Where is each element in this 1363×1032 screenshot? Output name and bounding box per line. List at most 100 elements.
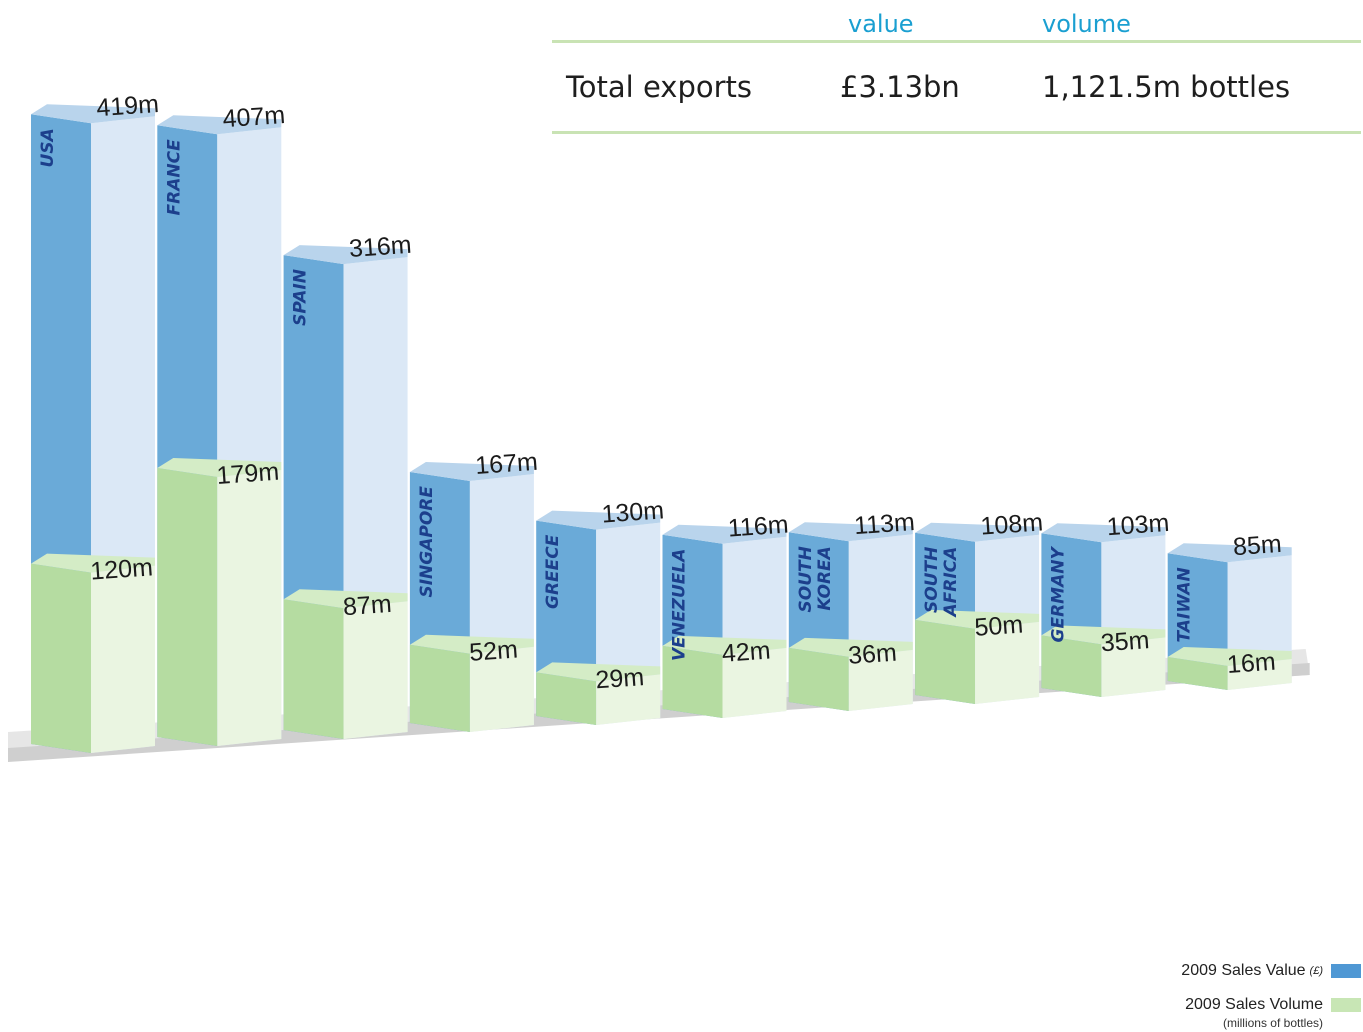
value-label-greece: 130m <box>601 496 665 528</box>
country-label-line: KOREA <box>815 546 835 610</box>
value-label-spain: 316m <box>348 231 412 263</box>
country-label-south-africa: SOUTHAFRICA <box>922 547 961 619</box>
totals-table: value volume Total exports £3.13bn 1,121… <box>552 0 1361 140</box>
volume-bar-usa-front <box>31 563 91 753</box>
volume-bar-germany <box>1041 625 1166 697</box>
country-label-venezuela: VENEZUELA <box>670 549 690 661</box>
volume-label-france: 179m <box>216 458 280 490</box>
value-bar-greece-top <box>536 510 661 530</box>
value-label-singapore: 167m <box>474 448 538 480</box>
country-label-line: SOUTH <box>796 546 816 612</box>
value-label-south-africa: 108m <box>980 508 1044 540</box>
total-exports-value: £3.13bn <box>840 70 960 104</box>
country-label-line: TAIWAN <box>1175 567 1195 642</box>
country-label-line: SINGAPORE <box>417 486 437 598</box>
value-bar-usa-top <box>31 104 155 124</box>
volume-label-venezuela: 42m <box>721 637 771 668</box>
value-bar-france-top <box>157 115 282 135</box>
volume-bar-south-africa-top <box>915 609 1040 629</box>
volume-label-greece: 29m <box>595 663 645 694</box>
value-label-taiwan: 85m <box>1232 530 1282 561</box>
country-label-line: GREECE <box>543 534 563 609</box>
volume-bar-singapore-front <box>409 644 470 732</box>
country-label-line: USA <box>38 128 58 167</box>
country-label-germany: GERMANY <box>1048 546 1068 643</box>
country-label-line: AFRICA <box>941 547 961 619</box>
legend-volume: 2009 Sales Volume <box>1185 996 1361 1014</box>
volume-bar-venezuela-top <box>662 635 787 655</box>
country-label-south-korea: SOUTHKOREA <box>796 546 835 612</box>
value-label-germany: 103m <box>1106 509 1170 541</box>
volume-bar-south-korea-top <box>788 637 913 657</box>
volume-bar-taiwan-front <box>1167 657 1228 690</box>
legend-volume-unit: (millions of bottles) <box>1222 1016 1323 1030</box>
legend-volume-label: 2009 Sales Volume <box>1185 996 1323 1013</box>
volume-bar-spain-side <box>343 601 408 739</box>
value-label-france: 407m <box>222 101 286 133</box>
legend-value: 2009 Sales Value (£) <box>1181 962 1361 980</box>
volume-bar-singapore-side <box>469 646 534 732</box>
volume-bar-spain-front <box>283 599 344 739</box>
volume-bar-germany-side <box>1101 637 1166 697</box>
total-exports-volume: 1,121.5m bottles <box>1042 70 1291 104</box>
country-label-greece: GREECE <box>543 534 563 609</box>
volume-label-germany: 35m <box>1100 626 1150 657</box>
volume-column-header: volume <box>1042 10 1131 38</box>
value-label-venezuela: 116m <box>727 510 789 542</box>
volume-bar-france-side <box>217 470 282 746</box>
volume-label-south-africa: 50m <box>974 611 1024 642</box>
country-label-singapore: SINGAPORE <box>417 486 437 598</box>
volume-bar-france <box>157 458 282 746</box>
country-label-usa: USA <box>38 128 58 167</box>
volume-bar-france-top <box>157 458 282 477</box>
volume-bar-spain-top <box>283 589 408 609</box>
value-bar-germany-top <box>1041 523 1166 543</box>
volume-bar-south-africa <box>915 609 1040 704</box>
volume-bar-greece <box>536 662 661 725</box>
volume-bar-venezuela <box>662 635 787 718</box>
value-bar-spain-top <box>283 245 408 265</box>
volume-bar-venezuela-front <box>662 645 723 718</box>
table-top-rule <box>552 40 1361 43</box>
volume-label-usa: 120m <box>89 553 153 585</box>
volume-bar-spain <box>283 589 408 739</box>
volume-bar-taiwan-top <box>1167 647 1292 666</box>
value-column-header: value <box>848 10 914 38</box>
volume-bar-venezuela-side <box>722 647 787 718</box>
legend-value-swatch <box>1331 964 1361 978</box>
volume-bar-singapore-top <box>409 634 534 654</box>
volume-bar-greece-front <box>536 672 597 725</box>
volume-bar-greece-side <box>596 674 661 725</box>
country-label-line: SPAIN <box>291 269 311 326</box>
country-label-line: FRANCE <box>164 139 184 216</box>
volume-bar-germany-top <box>1041 625 1166 645</box>
country-label-spain: SPAIN <box>291 269 311 326</box>
value-bar-singapore-top <box>409 462 534 481</box>
country-label-line: GERMANY <box>1048 546 1068 643</box>
value-bar-south-korea-top <box>788 522 913 542</box>
volume-bar-south-africa-side <box>975 621 1040 704</box>
volume-bar-usa-top <box>31 553 155 573</box>
volume-bar-singapore <box>409 634 534 732</box>
volume-bar-taiwan-side <box>1227 659 1292 690</box>
value-bar-south-africa-top <box>915 522 1040 542</box>
volume-bar-usa <box>31 553 155 753</box>
volume-bar-greece-top <box>536 662 661 682</box>
volume-bar-south-korea-side <box>848 649 913 711</box>
volume-bar-germany-front <box>1041 635 1102 697</box>
legend-value-label: 2009 Sales Value <box>1181 962 1306 979</box>
country-label-line: VENEZUELA <box>670 549 690 661</box>
volume-bar-south-korea-front <box>788 647 849 711</box>
volume-label-taiwan: 16m <box>1226 648 1276 679</box>
chart-plot: 419m 120m USA 407m 179m FRANCE 316m 87m SPAIN 167… <box>8 90 1310 762</box>
value-label-south-korea: 113m <box>853 508 915 540</box>
value-bar-venezuela-top <box>662 524 787 544</box>
table-bottom-rule <box>552 131 1361 134</box>
legend-volume-swatch <box>1331 998 1361 1012</box>
value-label-usa: 419m <box>95 90 159 122</box>
country-label-taiwan: TAIWAN <box>1175 567 1195 642</box>
volume-bar-taiwan <box>1167 647 1292 690</box>
volume-bar-france-front <box>157 468 218 746</box>
total-exports-label: Total exports <box>566 70 752 104</box>
